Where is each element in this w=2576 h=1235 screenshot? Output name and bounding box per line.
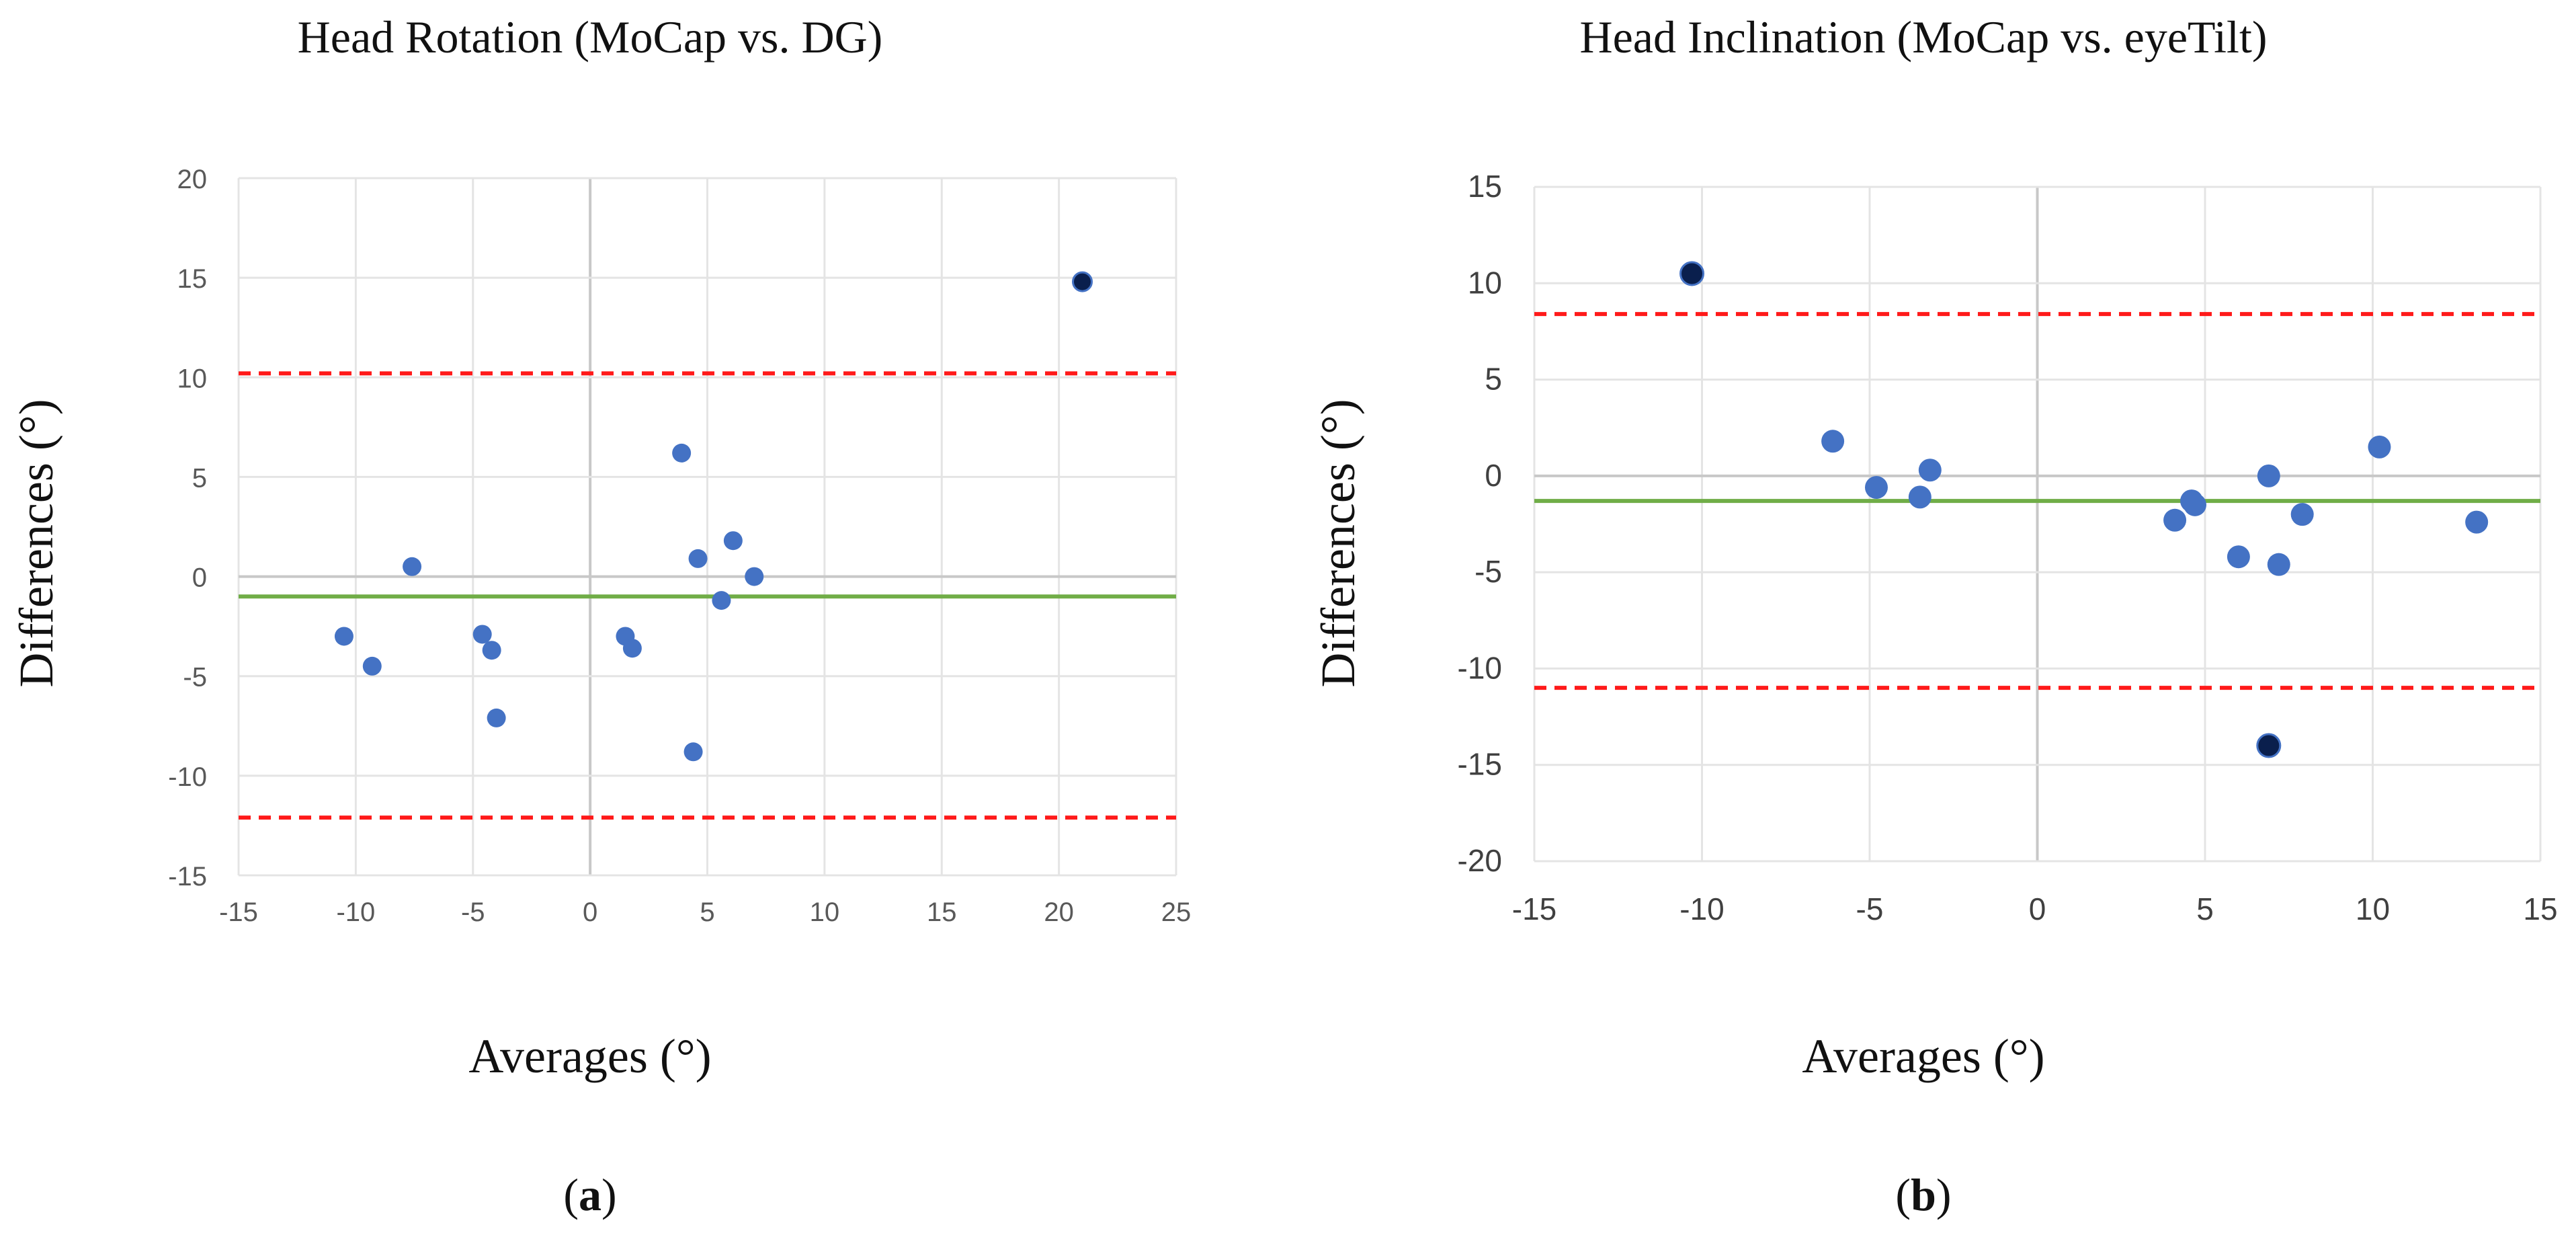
chart-b-x-tick-label: 15: [2523, 891, 2557, 926]
chart-a-x-tick-label: 0: [583, 898, 597, 927]
chart-b-data-point: [2184, 493, 2207, 516]
chart-a-x-tick-label: -15: [219, 898, 258, 927]
chart-b-data-point: [2290, 503, 2314, 526]
chart-b-data-point: [2465, 510, 2489, 534]
chart-a-plot: -15 -10 -5 0 5 10 15 20 25 -15 -10 -5 0 5 10 15 20: [168, 165, 1191, 927]
chart-a-data-point: [472, 625, 492, 644]
chart-b-data-point: [2257, 464, 2280, 487]
chart-b-x-tick-label: -5: [1856, 891, 1884, 926]
chart-a-data-point: [672, 443, 692, 463]
chart-b-x-tick-label: 0: [2029, 891, 2046, 926]
chart-a-y-tick-label: 5: [192, 463, 207, 493]
chart-a-y-tick-label: 20: [177, 165, 208, 194]
chart-a-x-tick-label: -10: [336, 898, 375, 927]
chart-b-y-tick-label: -15: [1458, 747, 1502, 782]
chart-a-data-point: [403, 557, 422, 576]
chart-b-data-point: [2267, 553, 2290, 576]
chart-b-y-tick-label: 0: [1485, 458, 1502, 493]
chart-a-y-tick-label: -15: [168, 862, 207, 891]
chart-b-xlabel: Averages (°): [1802, 1029, 2044, 1083]
chart-a-panel-letter: a: [579, 1169, 601, 1220]
chart-a-x-tick-label: 10: [810, 898, 840, 927]
chart-a-y-tick-label: 10: [177, 364, 208, 393]
chart-a-title: Head Rotation (MoCap vs. DG): [298, 11, 883, 63]
chart-a-outlier-point: [1072, 271, 1093, 292]
chart-a-x-tick-label: 5: [700, 898, 714, 927]
chart-a-data-point: [688, 549, 708, 568]
chart-b-y-tick-label: 10: [1468, 265, 1502, 300]
chart-a-data-point: [362, 656, 382, 676]
chart-a-data-point: [745, 567, 764, 586]
chart-a-data-point: [487, 708, 506, 727]
chart-b-panel-letter: b: [1911, 1169, 1936, 1220]
chart-a-x-tick-label: 20: [1044, 898, 1074, 927]
chart-a-data-point: [622, 639, 642, 658]
chart-a-y-tick-label: -10: [168, 762, 207, 792]
chart-b-y-tick-label: -5: [1474, 554, 1502, 589]
chart-b-x-tick-label: 5: [2196, 891, 2214, 926]
chart-b-ylabel: Differences (°): [1311, 399, 1365, 687]
chart-a-data-point: [723, 531, 743, 551]
chart-a-ylabel: Differences (°): [9, 399, 63, 687]
chart-b-x-tick-label: -15: [1512, 891, 1556, 926]
chart-a-data-point: [683, 742, 703, 762]
chart-a-y-tick-label: 0: [192, 563, 207, 593]
chart-b-x-tick-label: 10: [2356, 891, 2390, 926]
chart-a-y-tick-label: 15: [177, 264, 208, 294]
chart-b-y-tick-label: -10: [1458, 650, 1502, 685]
chart-b-outlier-point: [2256, 733, 2282, 758]
chart-a-data-point: [334, 627, 354, 646]
chart-a-data-point: [482, 641, 501, 660]
chart-b-x-tick-label: -10: [1679, 891, 1724, 926]
chart-a-y-tick-label: -5: [183, 663, 207, 692]
chart-b-title: Head Inclination (MoCap vs. eyeTilt): [1580, 11, 2268, 63]
chart-b-data-point: [2163, 508, 2187, 532]
chart-b-outlier-point: [1679, 261, 1705, 286]
chart-b-y-tick-label: 15: [1468, 169, 1502, 204]
chart-b-panel-label: (b): [1895, 1169, 1951, 1220]
chart-b-data-point: [1821, 430, 1845, 453]
chart-a-xlabel: Averages (°): [468, 1029, 711, 1083]
chart-b-y-tick-label: -20: [1458, 843, 1502, 878]
chart-a-x-tick-label: 15: [927, 898, 957, 927]
chart-b-data-point: [1918, 459, 1942, 482]
chart-b-data-point: [1908, 485, 1931, 509]
chart-b-plot: -15 -10 -5 0 5 10 15 -20 -15 -10 -5 0 5 10 15: [1458, 169, 2558, 926]
chart-a-data-point: [712, 591, 731, 610]
chart-b-data-point: [2368, 435, 2391, 459]
chart-a-x-tick-label: -5: [461, 898, 485, 927]
chart-b-data-point: [2227, 545, 2250, 569]
chart-b-y-tick-label: 5: [1485, 362, 1502, 397]
chart-a-x-tick-label: 25: [1161, 898, 1192, 927]
chart-a-panel-label: (a): [563, 1169, 616, 1220]
chart-b-data-point: [1864, 476, 1888, 500]
